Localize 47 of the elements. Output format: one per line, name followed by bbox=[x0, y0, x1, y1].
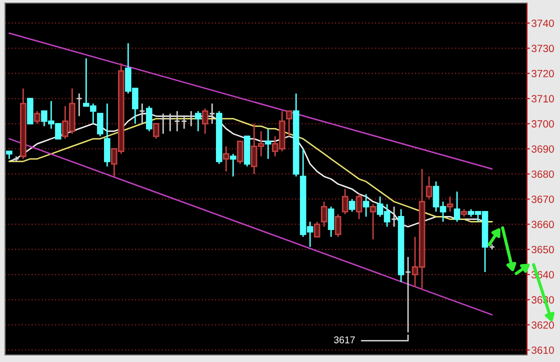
candlestick bbox=[34, 110, 40, 124]
candlestick bbox=[314, 221, 320, 238]
candlestick bbox=[222, 146, 230, 172]
candlestick bbox=[97, 112, 104, 137]
candlestick bbox=[286, 110, 292, 137]
y-tick-label: 3670 bbox=[532, 196, 554, 203]
candlestick bbox=[404, 256, 412, 334]
candlestick bbox=[342, 188, 348, 215]
candlestick bbox=[362, 193, 370, 218]
candlestick bbox=[320, 200, 328, 228]
candlestick bbox=[160, 112, 166, 134]
candlestick bbox=[356, 193, 362, 220]
y-tick-label: 3650 bbox=[532, 246, 554, 254]
y-tick-label: 3730 bbox=[532, 44, 554, 52]
annotation: 3617 bbox=[334, 336, 355, 344]
y-tick-label: 3710 bbox=[532, 95, 554, 102]
y-tick-label: 3740 bbox=[532, 20, 554, 27]
candlestick bbox=[166, 112, 174, 132]
candlestick bbox=[426, 176, 432, 200]
candlestick bbox=[76, 92, 82, 117]
y-tick-label: 3700 bbox=[532, 120, 554, 128]
y-tick-label: 3690 bbox=[532, 145, 554, 153]
candlestick bbox=[328, 206, 334, 238]
candlestick bbox=[153, 122, 160, 140]
y-tick-label: 3660 bbox=[532, 220, 554, 228]
candlestick bbox=[264, 128, 272, 160]
candlestick bbox=[139, 102, 146, 124]
y-tick-label: 3620 bbox=[532, 321, 554, 329]
candlestick bbox=[230, 153, 236, 178]
candlestick bbox=[104, 102, 110, 168]
candlestick bbox=[370, 203, 376, 240]
candlestick bbox=[174, 110, 180, 132]
candlestick bbox=[188, 110, 194, 127]
candlestick bbox=[208, 102, 216, 124]
candlestick bbox=[146, 105, 152, 132]
candlestick bbox=[390, 206, 398, 228]
y-tick-label: 3720 bbox=[532, 70, 554, 78]
candlestick bbox=[334, 214, 342, 238]
candlestick bbox=[454, 190, 460, 222]
candlestick bbox=[446, 196, 454, 212]
candlestick bbox=[202, 108, 208, 134]
y-tick-label: 3680 bbox=[532, 170, 554, 178]
candlestick bbox=[194, 110, 202, 132]
candlestick bbox=[180, 115, 188, 130]
candlestick bbox=[236, 140, 244, 165]
y-tick-label: 3610 bbox=[532, 346, 554, 354]
candlestick bbox=[348, 198, 356, 212]
